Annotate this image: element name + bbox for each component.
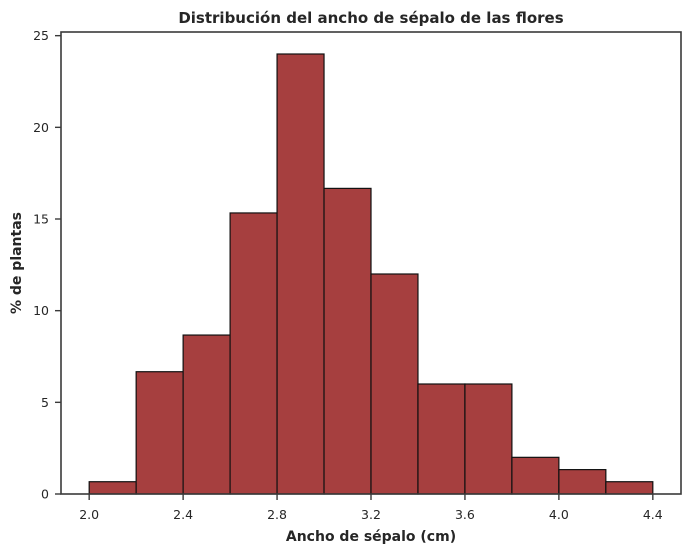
histogram-bar [323, 187, 372, 495]
y-tick-label: 15 [33, 212, 49, 227]
y-tick-label: 0 [41, 487, 49, 502]
histogram-bar [370, 273, 419, 495]
x-tick-label: 4.4 [643, 507, 663, 522]
x-axis-label: Ancho de sépalo (cm) [286, 529, 456, 545]
histogram-bar [88, 481, 137, 495]
x-tick-label: 3.6 [455, 507, 475, 522]
histogram-bar [229, 212, 278, 495]
y-axis-label: % de plantas [9, 212, 25, 314]
plot-frame [60, 31, 682, 495]
histogram-bar [464, 383, 513, 495]
y-tick-label: 20 [33, 120, 49, 135]
histogram-bar [135, 371, 184, 495]
x-tick-label: 2.4 [173, 507, 193, 522]
histogram-bars [88, 53, 654, 495]
x-tick-label: 2.0 [79, 507, 99, 522]
x-axis-ticks: 2.0 2.4 2.8 3.2 3.6 4.0 4.4 [79, 494, 663, 522]
y-tick-label: 5 [41, 395, 49, 410]
histogram-bar [182, 334, 231, 495]
x-tick-label: 2.8 [267, 507, 287, 522]
histogram-bar [417, 383, 466, 495]
histogram-bar [605, 481, 654, 495]
chart-title: Distribución del ancho de sépalo de las … [178, 9, 563, 27]
histogram-bar [276, 53, 325, 495]
histogram-bar [511, 456, 560, 495]
x-tick-label: 3.2 [361, 507, 381, 522]
y-tick-label: 10 [33, 303, 49, 318]
y-tick-label: 25 [33, 28, 49, 43]
x-tick-label: 4.0 [549, 507, 569, 522]
y-axis-ticks: 0 5 10 15 20 25 [33, 28, 61, 502]
histogram-bar [558, 469, 607, 495]
